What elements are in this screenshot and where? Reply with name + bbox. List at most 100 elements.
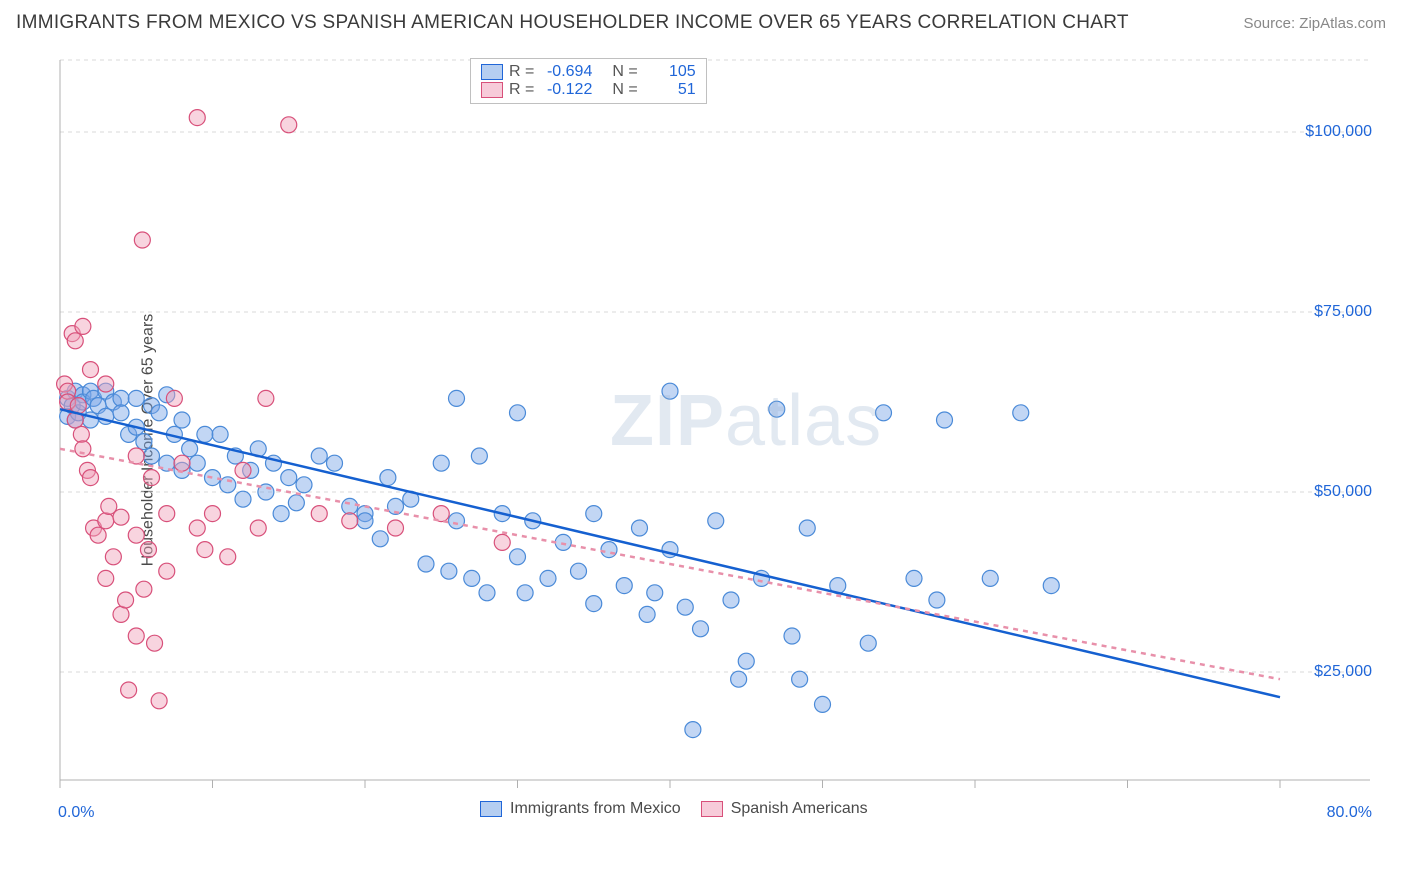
chart-svg	[50, 50, 1380, 830]
data-point	[586, 506, 602, 522]
data-point	[723, 592, 739, 608]
data-point	[296, 477, 312, 493]
data-point	[769, 401, 785, 417]
data-point	[281, 470, 297, 486]
legend-item: Spanish Americans	[701, 800, 868, 818]
y-tick-label: $50,000	[1314, 483, 1372, 501]
data-point	[83, 362, 99, 378]
data-point	[258, 390, 274, 406]
data-point	[571, 563, 587, 579]
data-point	[792, 671, 808, 687]
data-point	[464, 570, 480, 586]
data-point	[311, 506, 327, 522]
data-point	[510, 549, 526, 565]
data-point	[342, 498, 358, 514]
data-point	[212, 426, 228, 442]
chart-legend: Immigrants from Mexico Spanish Americans	[480, 800, 868, 818]
data-point	[197, 542, 213, 558]
data-point	[128, 527, 144, 543]
data-point	[639, 606, 655, 622]
data-point	[83, 470, 99, 486]
data-point	[860, 635, 876, 651]
data-point	[433, 455, 449, 471]
r-value-1: -0.694	[540, 63, 592, 81]
data-point	[90, 527, 106, 543]
data-point	[1013, 405, 1029, 421]
data-point	[147, 635, 163, 651]
data-point	[342, 513, 358, 529]
data-point	[189, 455, 205, 471]
legend-label: Immigrants from Mexico	[510, 800, 681, 818]
data-point	[166, 390, 182, 406]
correlation-stats-box: R = -0.694 N = 105 R = -0.122 N = 51	[470, 58, 707, 104]
data-point	[555, 534, 571, 550]
data-point	[449, 390, 465, 406]
data-point	[388, 520, 404, 536]
data-point	[677, 599, 693, 615]
stats-row-series1: R = -0.694 N = 105	[481, 63, 696, 81]
n-value-1: 105	[644, 63, 696, 81]
data-point	[151, 405, 167, 421]
n-value-2: 51	[644, 81, 696, 99]
data-point	[876, 405, 892, 421]
data-point	[380, 470, 396, 486]
data-point	[281, 117, 297, 133]
data-point	[235, 491, 251, 507]
data-point	[632, 520, 648, 536]
source-attribution: Source: ZipAtlas.com	[1243, 15, 1386, 32]
data-point	[647, 585, 663, 601]
data-point	[140, 542, 156, 558]
chart-container: Householder Income Over 65 years $25,000…	[50, 50, 1380, 830]
data-point	[357, 513, 373, 529]
data-point	[693, 621, 709, 637]
data-point	[67, 333, 83, 349]
data-point	[929, 592, 945, 608]
data-point	[601, 542, 617, 558]
x-axis-max-label: 80.0%	[1327, 804, 1372, 822]
data-point	[189, 520, 205, 536]
data-point	[75, 441, 91, 457]
data-point	[738, 653, 754, 669]
data-point	[372, 531, 388, 547]
data-point	[118, 592, 134, 608]
data-point	[1043, 578, 1059, 594]
data-point	[586, 596, 602, 612]
stats-swatch-pink	[481, 82, 503, 98]
y-tick-label: $75,000	[1314, 303, 1372, 321]
data-point	[98, 513, 114, 529]
data-point	[174, 455, 190, 471]
data-point	[151, 693, 167, 709]
trend-line	[60, 449, 1280, 679]
data-point	[128, 390, 144, 406]
data-point	[327, 455, 343, 471]
chart-title: IMMIGRANTS FROM MEXICO VS SPANISH AMERIC…	[16, 12, 1129, 34]
chart-header: IMMIGRANTS FROM MEXICO VS SPANISH AMERIC…	[0, 0, 1406, 38]
data-point	[113, 509, 129, 525]
data-point	[113, 405, 129, 421]
data-point	[731, 671, 747, 687]
data-point	[75, 318, 91, 334]
r-value-2: -0.122	[540, 81, 592, 99]
data-point	[128, 628, 144, 644]
data-point	[471, 448, 487, 464]
stats-swatch-blue	[481, 64, 503, 80]
y-tick-label: $25,000	[1314, 663, 1372, 681]
data-point	[982, 570, 998, 586]
data-point	[98, 376, 114, 392]
stats-row-series2: R = -0.122 N = 51	[481, 81, 696, 99]
data-point	[144, 470, 160, 486]
data-point	[784, 628, 800, 644]
data-point	[136, 581, 152, 597]
data-point	[708, 513, 724, 529]
data-point	[685, 722, 701, 738]
data-point	[479, 585, 495, 601]
legend-item: Immigrants from Mexico	[480, 800, 681, 818]
data-point	[159, 506, 175, 522]
data-point	[494, 534, 510, 550]
data-point	[136, 434, 152, 450]
data-point	[273, 506, 289, 522]
data-point	[288, 495, 304, 511]
data-point	[144, 448, 160, 464]
data-point	[182, 441, 198, 457]
data-point	[174, 412, 190, 428]
